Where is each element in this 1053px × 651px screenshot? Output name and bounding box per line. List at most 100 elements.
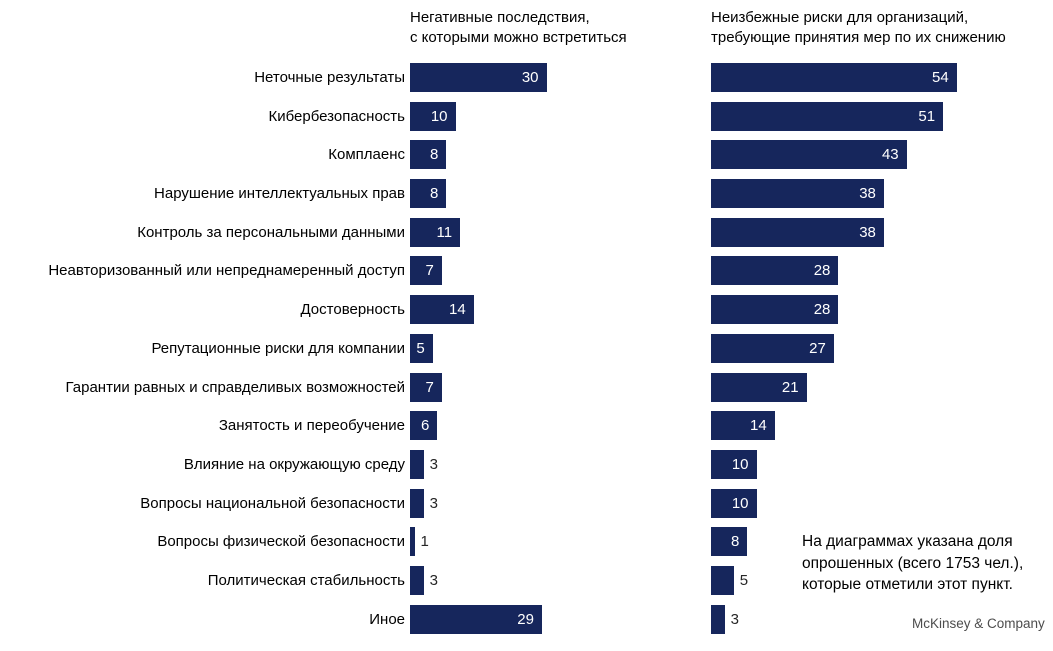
left-bar: 7 [410,256,442,286]
category-label: Политическая стабильность [207,571,405,589]
left-bar-cell: 8 [410,140,447,170]
right-bar: 38 [711,179,884,209]
right-bar: 43 [711,140,907,170]
chart-row: Гарантии равных и справделивых возможнос… [0,372,1053,402]
right-bar-cell: 43 [711,140,907,170]
left-bar-value: 8 [430,185,439,203]
category-label: Репутационные риски для компании [151,339,405,357]
right-bar-cell: 28 [711,256,839,286]
left-bar: 10 [410,101,456,131]
left-bar-value: 11 [436,223,453,241]
left-series-header: Негативные последствия, с которыми можно… [410,9,627,46]
left-bar-value: 3 [429,494,438,512]
left-bar-value: 30 [521,69,539,86]
chart-row: Политическая стабильность 3 5 [0,565,1053,595]
annotation-note: На диаграммах указана доля опрошенных (в… [802,533,1024,593]
left-bar: 7 [410,372,442,402]
left-bar-cell: 7 [410,256,442,286]
left-bar: 14 [410,295,474,325]
left-bar-value: 3 [429,571,438,589]
right-bar-cell: 14 [711,411,775,441]
right-bar-cell: 54 [711,63,957,92]
left-bar-value: 14 [449,301,466,319]
left-bar-cell: 6 [410,411,438,441]
left-bar: 6 [410,411,438,441]
chart-row: Неточные результаты 30 54 [0,63,1053,92]
left-bar-value: 5 [416,339,425,357]
right-bar-cell: 27 [711,333,834,363]
right-bar: 54 [711,63,957,92]
right-bar-value: 51 [918,107,936,125]
category-label: Неавторизованный или непреднамеренный до… [48,262,405,280]
chart-row: Иное 29 3 [0,604,1053,634]
right-bar-value: 28 [813,301,831,319]
right-bar: 5 [711,565,748,595]
right-bar: 51 [711,101,944,131]
left-bar-cell: 3 [410,449,438,479]
left-bar-value: 3 [429,455,438,473]
left-bar: 3 [410,488,438,518]
category-label: Достоверность [300,301,405,319]
category-label: Занятость и переобучение [218,417,405,435]
right-bar-cell: 10 [711,449,757,479]
category-label: Вопросы физической безопасности [157,533,405,551]
right-bar-cell: 38 [711,217,884,247]
right-bar: 28 [711,256,839,286]
left-bar: 3 [410,565,438,595]
right-bar: 10 [711,488,757,518]
right-bar-value: 28 [813,262,831,280]
rows: Неточные результаты 30 54 Кибербезопасно… [0,63,1053,643]
left-bar-value: 7 [425,378,434,396]
right-bar-cell: 3 [711,604,739,634]
right-bar-cell: 21 [711,372,807,402]
right-bar-cell: 28 [711,295,839,325]
left-bar-cell: 5 [410,333,433,363]
category-label: Вопросы национальной безопасности [140,494,405,512]
left-bar-cell: 29 [410,604,542,634]
left-bar-value: 6 [420,417,430,435]
right-bar-value: 8 [731,533,740,551]
left-bar: 1 [410,527,429,557]
right-bar-cell: 38 [711,179,884,209]
category-label: Гарантии равных и справделивых возможнос… [65,378,406,396]
category-label: Комплаенс [328,146,405,164]
right-bar: 3 [711,604,739,634]
left-bar: 3 [410,449,438,479]
chart-row: Занятость и переобучение 6 14 [0,411,1053,441]
right-bar-value: 10 [731,494,749,512]
right-series-header: Неизбежные риски для организаций, требую… [711,9,1006,46]
category-label: Неточные результаты [254,69,405,86]
right-bar: 14 [711,411,775,441]
category-label: Иное [369,610,405,628]
left-bar-cell: 11 [410,217,461,247]
right-bar: 27 [711,333,834,363]
left-bar: 5 [410,333,433,363]
right-bar-value: 5 [739,571,749,589]
left-bar: 8 [410,140,447,170]
category-label: Влияние на окружающую среду [183,455,405,473]
left-bar-cell: 10 [410,101,456,131]
right-bar-cell: 10 [711,488,757,518]
chart-row: Достоверность 14 28 [0,295,1053,325]
right-bar-value: 10 [731,455,749,473]
chart-row: Вопросы национальной безопасности 3 10 [0,488,1053,518]
chart-row: Нарушение интеллектуальных прав 8 38 [0,179,1053,209]
right-bar-value: 38 [859,185,876,203]
left-bar-cell: 14 [410,295,474,325]
right-bar: 28 [711,295,839,325]
category-label: Нарушение интеллектуальных прав [154,185,405,203]
left-bar-cell: 30 [410,63,547,92]
left-bar-cell: 1 [410,527,429,557]
category-label: Контроль за персональными данными [137,223,405,241]
left-bar-value: 8 [430,146,439,164]
left-bar-cell: 7 [410,372,442,402]
left-bar-cell: 3 [410,488,438,518]
right-bar-cell: 5 [711,565,748,595]
right-bar: 21 [711,372,807,402]
right-bar-value: 14 [750,417,767,435]
right-bar-value: 43 [881,146,899,164]
left-bar: 11 [410,217,461,247]
chart-row: Неавторизованный или непреднамеренный до… [0,256,1053,286]
chart-row: Репутационные риски для компании 5 27 [0,333,1053,363]
left-bar-value: 10 [430,107,448,125]
